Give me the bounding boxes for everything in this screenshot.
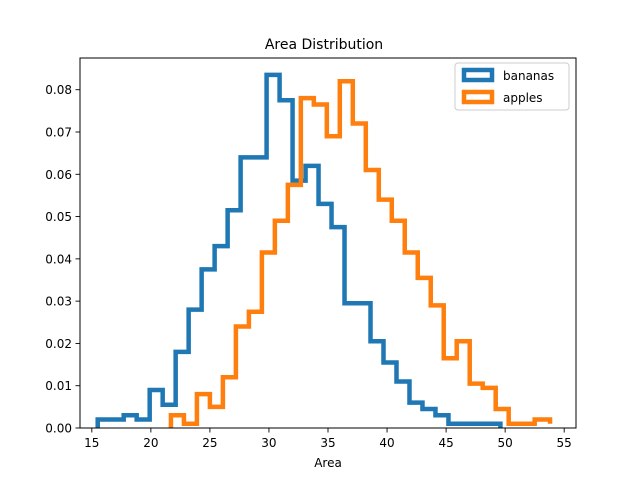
- x-tick-label: 15: [84, 436, 99, 450]
- series-bananas-step-outline: [95, 72, 503, 428]
- y-tick-label: 0.06: [45, 168, 72, 182]
- x-tick-label: 30: [261, 436, 276, 450]
- x-tick-label: 55: [557, 436, 572, 450]
- chart-title: Area Distribution: [265, 37, 383, 53]
- x-tick-label: 45: [438, 436, 453, 450]
- y-tick-label: 0.04: [45, 252, 72, 266]
- x-tick-label: 50: [498, 436, 513, 450]
- legend-swatch-bananas: [461, 67, 495, 83]
- x-tick-label: 40: [379, 436, 394, 450]
- series-apples-step-outline: [168, 79, 553, 428]
- legend-label-apples: apples: [503, 91, 543, 105]
- y-tick-label: 0.00: [45, 422, 72, 436]
- y-tick-label: 0.05: [45, 210, 72, 224]
- x-axis-label: Area: [314, 456, 342, 470]
- y-tick-label: 0.08: [45, 83, 72, 97]
- legend-box: [454, 62, 570, 111]
- series-layer: [95, 72, 553, 428]
- x-tick-label: 20: [143, 436, 158, 450]
- legend-label-bananas: bananas: [503, 69, 554, 83]
- y-tick-label: 0.02: [45, 337, 72, 351]
- y-tick-label: 0.07: [45, 126, 72, 140]
- legend: bananas apples: [454, 62, 570, 111]
- legend-swatch-apples: [461, 89, 495, 105]
- x-tick-label: 25: [202, 436, 217, 450]
- y-axis: 0.00 0.01 0.02 0.03 0.04 0.05 0.06 0.07 0.08: [45, 83, 80, 436]
- x-axis: 15 20 25 30 35 40 45 50 55: [84, 428, 572, 450]
- y-tick-label: 0.01: [45, 379, 72, 393]
- y-tick-label: 0.03: [45, 295, 72, 309]
- x-tick-label: 35: [320, 436, 335, 450]
